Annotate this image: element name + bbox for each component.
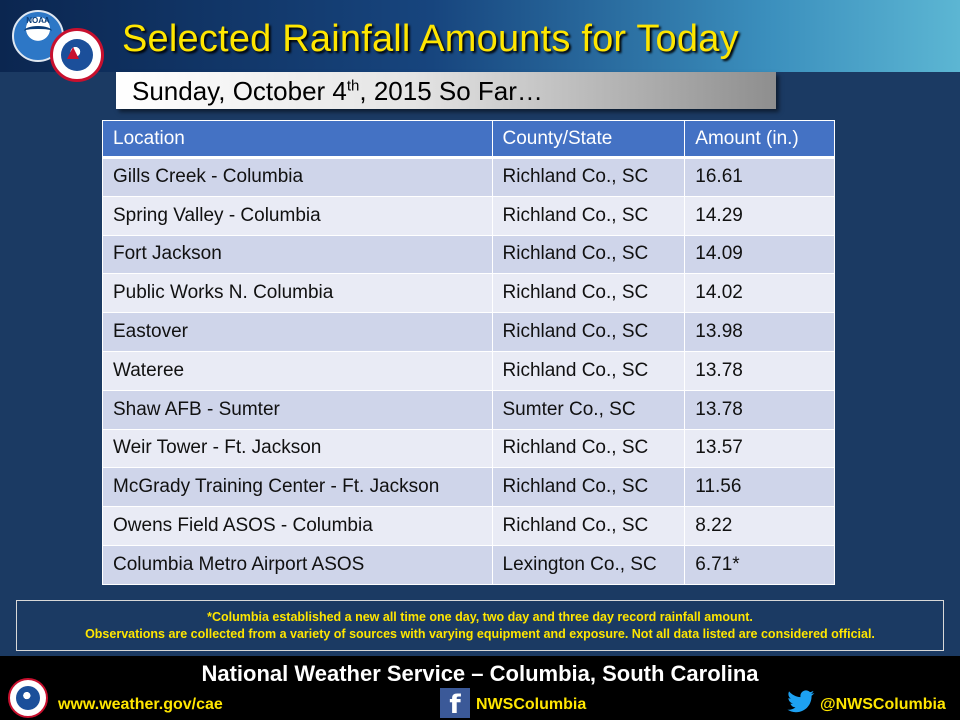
website-link[interactable]: www.weather.gov/cae (58, 696, 223, 713)
cell-location: Owens Field ASOS - Columbia (102, 506, 493, 546)
cell-location: Fort Jackson (102, 234, 493, 275)
header-bar (0, 0, 960, 72)
column-header-county: County/State (491, 120, 686, 159)
cell-county: Richland Co., SC (491, 273, 686, 314)
cell-county: Richland Co., SC (491, 467, 686, 508)
column-header-location: Location (102, 120, 493, 159)
cell-county: Richland Co., SC (491, 312, 686, 352)
table-row: Public Works N. Columbia Richland Co., SC… (102, 273, 835, 314)
footnote-box: *Columbia established a new all time one… (16, 600, 944, 651)
cell-county: Lexington Co., SC (491, 544, 686, 585)
cell-location: Public Works N. Columbia (102, 273, 493, 314)
table-row: Gills Creek - Columbia Richland Co., SC 16… (102, 157, 835, 197)
table-row: Columbia Metro Airport ASOS Lexington Co.… (102, 544, 835, 585)
footnote-disclaimer: Observations are collected from a variet… (85, 627, 875, 641)
cell-county: Richland Co., SC (491, 234, 686, 275)
cell-county: Sumter Co., SC (491, 389, 686, 430)
cell-county: Richland Co., SC (491, 428, 686, 469)
cell-location: Eastover (102, 312, 493, 352)
cell-location: Columbia Metro Airport ASOS (102, 544, 493, 585)
footer-bar: National Weather Service – Columbia, Sou… (0, 656, 960, 720)
table-row: Fort Jackson Richland Co., SC 14.09 (102, 234, 835, 275)
table-row: Wateree Richland Co., SC 13.78 (102, 350, 835, 391)
cell-location: Wateree (102, 350, 493, 391)
cell-amount: 14.29 (684, 195, 835, 236)
cell-amount: 13.78 (684, 389, 835, 430)
cell-location: Weir Tower - Ft. Jackson (102, 428, 493, 469)
twitter-link[interactable]: @NWSColumbia (820, 696, 946, 713)
cell-amount: 11.56 (684, 467, 835, 508)
subtitle-bar: Sunday, October 4th, 2015 So Far… (116, 72, 776, 109)
facebook-icon[interactable]: f (440, 688, 470, 720)
cell-location: Spring Valley - Columbia (102, 195, 493, 236)
nws-logo-icon (50, 28, 104, 82)
cell-amount: 14.02 (684, 273, 835, 314)
cell-amount: 6.71* (684, 544, 835, 585)
twitter-icon[interactable] (786, 690, 816, 714)
cell-amount: 14.09 (684, 234, 835, 275)
table-row: Spring Valley - Columbia Richland Co., SC… (102, 195, 835, 236)
nws-footer-logo-icon (8, 678, 48, 718)
cell-amount: 13.98 (684, 312, 835, 352)
table-header-row: Location County/State Amount (in.) (102, 120, 835, 159)
cell-location: Gills Creek - Columbia (102, 157, 493, 197)
cell-amount: 8.22 (684, 506, 835, 546)
cell-amount: 13.57 (684, 428, 835, 469)
cell-county: Richland Co., SC (491, 157, 686, 197)
rainfall-table: Location County/State Amount (in.) Gills… (102, 120, 835, 585)
cell-amount: 13.78 (684, 350, 835, 391)
cell-county: Richland Co., SC (491, 506, 686, 546)
noaa-logo-text: NOAA (26, 16, 50, 25)
cell-county: Richland Co., SC (491, 350, 686, 391)
footer-title: National Weather Service – Columbia, Sou… (201, 661, 759, 686)
table-row: Weir Tower - Ft. Jackson Richland Co., SC… (102, 428, 835, 469)
cell-location: McGrady Training Center - Ft. Jackson (102, 467, 493, 508)
table-row: McGrady Training Center - Ft. Jackson Ric… (102, 467, 835, 508)
table-row: Owens Field ASOS - Columbia Richland Co.,… (102, 506, 835, 546)
column-header-amount: Amount (in.) (684, 120, 835, 159)
table-row: Eastover Richland Co., SC 13.98 (102, 312, 835, 352)
footnote-record: *Columbia established a new all time one… (207, 610, 753, 624)
cell-county: Richland Co., SC (491, 195, 686, 236)
page-title: Selected Rainfall Amounts for Today (122, 18, 739, 60)
cell-location: Shaw AFB - Sumter (102, 389, 493, 430)
table-row: Shaw AFB - Sumter Sumter Co., SC 13.78 (102, 389, 835, 430)
subtitle: Sunday, October 4th, 2015 So Far… (132, 76, 543, 106)
facebook-link[interactable]: NWSColumbia (476, 696, 587, 713)
cell-amount: 16.61 (684, 157, 835, 197)
